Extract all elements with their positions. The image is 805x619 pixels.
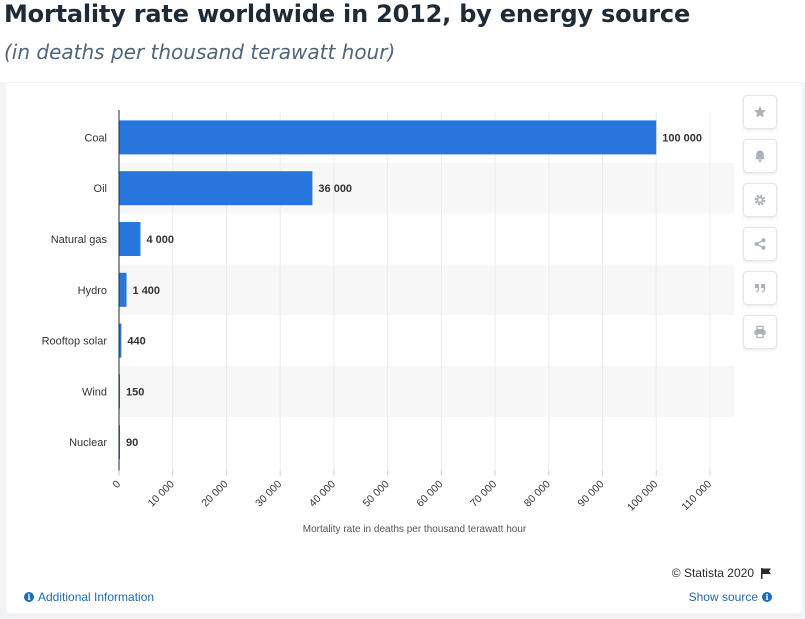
x-tick-label: 90 000 bbox=[575, 478, 606, 509]
additional-information-label: Additional Information bbox=[38, 590, 155, 604]
print-icon bbox=[754, 325, 766, 339]
share-button[interactable] bbox=[743, 227, 777, 261]
settings-button[interactable] bbox=[743, 183, 777, 217]
bar bbox=[119, 120, 657, 155]
print-button[interactable] bbox=[743, 315, 777, 349]
show-source-label: Show source bbox=[688, 590, 758, 604]
flag-icon bbox=[761, 568, 771, 579]
x-tick-label: 70 000 bbox=[468, 478, 499, 509]
data-label: 4 000 bbox=[146, 234, 174, 246]
favorite-button[interactable] bbox=[743, 95, 777, 129]
x-tick-label: 110 000 bbox=[679, 478, 714, 513]
bar bbox=[119, 323, 122, 358]
bar bbox=[119, 171, 313, 206]
gear-icon bbox=[754, 194, 766, 206]
category-label: Oil bbox=[94, 183, 107, 195]
category-label: Wind bbox=[82, 386, 107, 398]
header: Mortality rate worldwide in 2012, by ene… bbox=[0, 0, 805, 82]
bell-icon bbox=[755, 150, 765, 163]
quote-icon bbox=[755, 284, 765, 293]
data-label: 150 bbox=[126, 386, 144, 398]
info-icon: i bbox=[762, 592, 772, 602]
chart-toolbar bbox=[743, 95, 777, 359]
x-tick-label: 0 bbox=[111, 478, 124, 491]
x-tick-label: 100 000 bbox=[625, 478, 660, 513]
x-tick-label: 40 000 bbox=[307, 478, 338, 509]
x-tick-label: 20 000 bbox=[199, 478, 230, 509]
data-label: 36 000 bbox=[318, 183, 352, 195]
bar bbox=[119, 272, 127, 307]
x-tick-label: 60 000 bbox=[414, 478, 445, 509]
data-label: 1 400 bbox=[133, 285, 161, 297]
category-label: Coal bbox=[84, 132, 107, 144]
notification-button[interactable] bbox=[743, 139, 777, 173]
x-tick-label: 30 000 bbox=[253, 478, 284, 509]
row-band bbox=[119, 264, 734, 316]
share-icon bbox=[754, 238, 766, 250]
page-subtitle: (in deaths per thousand terawatt hour) bbox=[4, 40, 396, 64]
cite-button[interactable] bbox=[743, 271, 777, 305]
additional-information-link[interactable]: i Additional Information bbox=[24, 590, 154, 604]
show-source-link[interactable]: Show source i bbox=[689, 590, 772, 604]
info-icon: i bbox=[24, 592, 34, 602]
category-label: Hydro bbox=[78, 285, 107, 297]
page-title: Mortality rate worldwide in 2012, by ene… bbox=[4, 0, 691, 28]
row-band bbox=[119, 366, 734, 417]
chart-card: Coal 100 000 Oil 36 000 Natural gas 4 000 Hydr… bbox=[6, 83, 802, 613]
data-label: 100 000 bbox=[662, 132, 702, 144]
x-tick-label: 50 000 bbox=[361, 478, 392, 509]
data-label: 440 bbox=[127, 336, 145, 348]
category-label: Rooftop solar bbox=[42, 336, 108, 348]
bar bbox=[119, 222, 141, 256]
statista-credit[interactable]: © Statista 2020 bbox=[672, 566, 772, 580]
category-label: Nuclear bbox=[69, 437, 107, 449]
category-label: Natural gas bbox=[51, 234, 108, 246]
credit-text: © Statista 2020 bbox=[671, 566, 754, 580]
x-tick-label: 80 000 bbox=[522, 478, 553, 509]
star-icon bbox=[754, 106, 766, 118]
x-axis-title: Mortality rate in deaths per thousand te… bbox=[303, 524, 527, 535]
x-tick-label: 10 000 bbox=[146, 478, 177, 509]
bar-chart: Coal 100 000 Oil 36 000 Natural gas 4 000 Hydr… bbox=[42, 110, 734, 535]
data-label: 90 bbox=[126, 437, 138, 449]
